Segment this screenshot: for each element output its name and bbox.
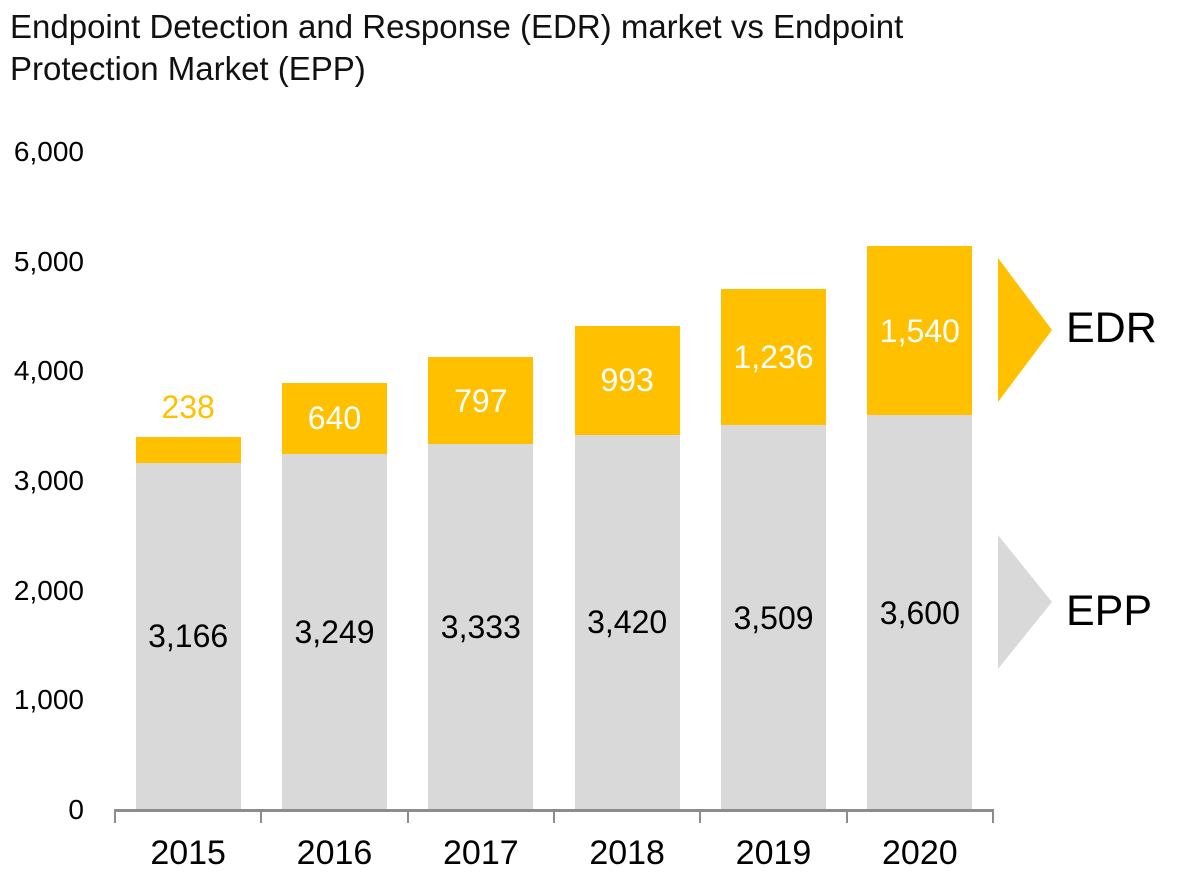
bar-label-epp-2019: 3,509 [733, 599, 814, 636]
legend-label-edr: EDR [1066, 304, 1157, 352]
bar-label-edr-2016: 640 [307, 400, 362, 437]
bar-label-epp-2015: 3,166 [148, 618, 229, 655]
bar-label-epp-2018: 3,420 [587, 604, 668, 641]
bar-label-edr-2020: 1,540 [879, 312, 960, 349]
x-tick-label-2016: 2016 [296, 834, 373, 872]
bar-segment-edr-2015 [135, 436, 241, 463]
x-tick-label-2015: 2015 [150, 834, 226, 872]
bar-label-edr-2019: 1,236 [733, 339, 814, 376]
bar-segment-epp-2017 [428, 444, 534, 810]
x-tick-label-2020: 2020 [882, 834, 958, 872]
bar-label-edr-2018: 993 [600, 362, 654, 399]
x-axis-tick [845, 809, 848, 823]
chart-title: Endpoint Detection and Response (EDR) ma… [10, 8, 904, 87]
bar-segment-epp-2019 [721, 425, 826, 810]
y-tick-label: 1,000 [13, 684, 84, 716]
x-axis-tick [406, 809, 409, 823]
bar-label-epp-2020: 3,600 [879, 594, 960, 631]
y-tick-label: 5,000 [13, 245, 84, 277]
x-tick-label-2019: 2019 [735, 834, 812, 872]
bar-segment-epp-2020 [867, 415, 973, 810]
x-tick-label-2018: 2018 [589, 834, 665, 872]
y-tick-label: 2,000 [13, 574, 84, 606]
bar-segment-edr-2016 [282, 383, 387, 454]
bar-segment-epp-2015 [135, 462, 241, 810]
legend-label-epp: EPP [1066, 587, 1153, 635]
epp-arrow-icon [998, 535, 1052, 669]
bar-segment-epp-2016 [282, 453, 387, 810]
x-axis-tick [699, 809, 702, 823]
bar-segment-edr-2019 [721, 289, 826, 426]
bar-label-epp-2016: 3,249 [294, 613, 375, 650]
bar-label-edr-2017: 797 [454, 382, 508, 419]
x-axis-tick [992, 809, 994, 823]
bar-segment-edr-2020 [867, 246, 973, 416]
y-tick-label: 4,000 [13, 355, 84, 387]
y-tick-label: 3,000 [13, 464, 84, 496]
y-tick-label: 6,000 [13, 135, 84, 167]
x-axis-tick [260, 809, 263, 823]
bar-label-edr-2015: 238 [161, 388, 215, 425]
x-tick-label-2017: 2017 [443, 834, 519, 872]
x-axis-tick [553, 809, 555, 823]
bar-label-epp-2017: 3,333 [440, 609, 521, 646]
bar-segment-edr-2018 [574, 325, 680, 435]
x-axis-tick [114, 809, 116, 823]
bar-segment-edr-2017 [428, 356, 534, 445]
edr-arrow-icon [998, 258, 1052, 402]
y-tick-label: 0 [68, 794, 84, 825]
bar-segment-epp-2018 [574, 434, 680, 810]
